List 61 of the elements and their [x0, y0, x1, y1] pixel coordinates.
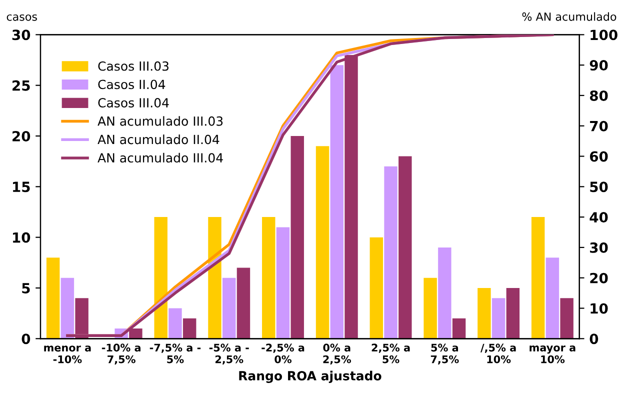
- bar: [236, 268, 250, 339]
- y-tick-label: 5: [22, 283, 30, 294]
- bar: [290, 136, 304, 339]
- legend-label: Casos III.04: [98, 98, 169, 108]
- y2-tick-label: 50: [590, 182, 608, 192]
- bar: [208, 217, 222, 339]
- x-tick-label: -2,5% a 0%: [262, 344, 304, 364]
- y-axis-title: casos: [6, 14, 37, 21]
- bar: [492, 298, 506, 339]
- bar: [182, 318, 196, 339]
- bar: [452, 318, 466, 339]
- y2-tick-label: 0: [590, 334, 598, 344]
- x-tick-label: -7,5% a - 5%: [150, 344, 201, 364]
- x-tick-label: 2,5% a 5%: [372, 344, 410, 364]
- y2-axis-title: % AN acumulado: [522, 12, 616, 21]
- bar: [154, 217, 168, 339]
- bar: [46, 258, 60, 339]
- y2-tick-label: 30: [590, 242, 608, 253]
- y-tick-label: 25: [12, 80, 30, 91]
- y2-tick-label: 70: [590, 120, 608, 132]
- x-tick-label: 5% a 7,5%: [430, 344, 459, 365]
- x-tick-label: 0% a 2,5%: [323, 344, 351, 365]
- y2-tick-label: 60: [590, 151, 608, 162]
- x-tick-label: menor a -10%: [44, 346, 91, 364]
- y-tick-label: 20: [12, 130, 30, 142]
- y2-tick-label: 100: [590, 30, 618, 40]
- y-tick-label: 10: [13, 232, 30, 243]
- y-tick-label: 0: [22, 334, 30, 344]
- x-tick-label: -5% a - 2,5%: [209, 344, 249, 365]
- bar: [506, 288, 520, 339]
- y2-tick-label: 80: [590, 90, 608, 101]
- bar: [424, 278, 437, 339]
- y2-tick-label: 10: [590, 303, 608, 314]
- bar: [276, 227, 290, 339]
- bar: [370, 237, 384, 339]
- bar: [438, 247, 452, 339]
- legend-label: AN acumulado III.03: [98, 116, 223, 126]
- bar: [60, 278, 74, 339]
- legend-label: AN acumulado II.04: [98, 134, 220, 144]
- y2-tick-label: 20: [590, 272, 608, 284]
- bar: [560, 298, 574, 339]
- y-tick-label: 15: [13, 182, 30, 192]
- bar: [222, 278, 236, 339]
- legend-label: AN acumulado III.04: [98, 152, 223, 163]
- bar: [168, 308, 182, 339]
- x-tick-label: /,5% a 10%: [480, 344, 516, 364]
- x-axis-title: Rango ROA ajustado: [239, 370, 382, 383]
- bar: [384, 166, 398, 339]
- legend-label: Casos III.03: [98, 61, 168, 71]
- bar: [478, 288, 491, 339]
- y-tick-label: 30: [12, 30, 30, 40]
- bar: [546, 258, 560, 339]
- bar: [398, 156, 412, 339]
- bar: [262, 217, 276, 339]
- bar: [531, 217, 545, 339]
- bar: [316, 146, 330, 339]
- legend-label: Casos II.04: [98, 80, 166, 90]
- y2-tick-label: 90: [590, 60, 608, 71]
- x-tick-label: -10% a 7,5%: [102, 344, 140, 365]
- y2-tick-label: 40: [590, 212, 608, 223]
- x-tick-label: mayor a 10%: [530, 346, 576, 364]
